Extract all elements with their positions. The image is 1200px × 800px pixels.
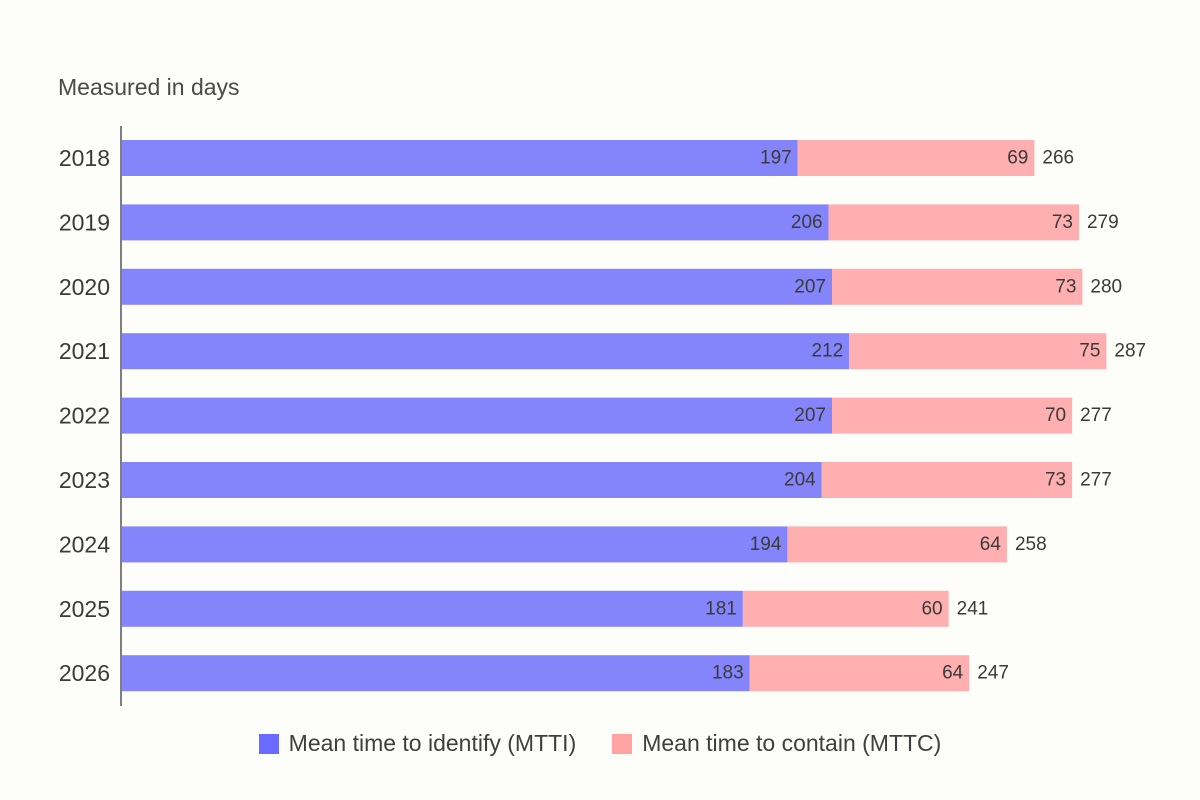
bar-mttc-2026 xyxy=(749,655,970,692)
bar-mtti-2021 xyxy=(122,333,850,370)
label-total-2019: 279 xyxy=(1087,212,1119,233)
label-mtti-2026: 183 xyxy=(712,663,744,684)
legend-item-mtti: Mean time to identify (MTTI) xyxy=(258,730,577,757)
label-total-2024: 258 xyxy=(1015,534,1047,555)
label-mtti-2020: 207 xyxy=(794,276,826,297)
label-mttc-2022: 70 xyxy=(1045,405,1066,426)
label-total-2023: 277 xyxy=(1080,470,1112,491)
bar-mtti-2018 xyxy=(122,140,798,176)
label-mttc-2026: 64 xyxy=(942,663,964,684)
labels-layer: 197 69 266 2018 206 73 279 2019 207 73 280 2020 212 7… xyxy=(59,145,1146,686)
legend: Mean time to identify (MTTI) Mean time t… xyxy=(0,730,1200,757)
bar-mtti-2025 xyxy=(122,590,743,627)
tick-label-2018: 2018 xyxy=(59,145,110,171)
label-total-2022: 277 xyxy=(1080,405,1112,426)
bar-mttc-2025 xyxy=(742,590,949,627)
tick-label-2021: 2021 xyxy=(59,338,110,364)
bar-mttc-2020 xyxy=(832,268,1083,305)
label-mtti-2025: 181 xyxy=(705,598,737,619)
label-mttc-2023: 73 xyxy=(1045,470,1066,491)
bars-layer xyxy=(122,140,1107,692)
label-total-2020: 280 xyxy=(1090,276,1122,297)
label-mtti-2023: 204 xyxy=(784,470,816,491)
legend-label-mttc: Mean time to contain (MTTC) xyxy=(642,730,942,756)
bar-mttc-2018 xyxy=(797,140,1035,176)
label-mtti-2022: 207 xyxy=(794,405,826,426)
label-mttc-2018: 69 xyxy=(1007,148,1028,169)
bar-mtti-2020 xyxy=(122,268,833,305)
label-mtti-2024: 194 xyxy=(750,534,782,555)
chart-subtitle: Measured in days xyxy=(58,74,240,100)
label-mttc-2024: 64 xyxy=(980,534,1002,555)
tick-label-2022: 2022 xyxy=(59,403,110,429)
legend-swatch-mtti xyxy=(258,733,279,754)
bar-mttc-2021 xyxy=(849,333,1107,370)
bar-mttc-2023 xyxy=(821,462,1073,498)
bar-mttc-2024 xyxy=(787,526,1007,563)
label-mttc-2025: 60 xyxy=(921,598,942,619)
tick-label-2023: 2023 xyxy=(59,467,110,493)
tick-label-2020: 2020 xyxy=(59,274,110,300)
tick-label-2026: 2026 xyxy=(59,660,110,686)
label-mtti-2019: 206 xyxy=(791,212,823,233)
bar-mtti-2022 xyxy=(122,397,833,434)
bar-mtti-2019 xyxy=(122,204,829,241)
legend-label-mtti: Mean time to identify (MTTI) xyxy=(288,730,577,756)
label-total-2018: 266 xyxy=(1042,148,1074,169)
tick-label-2024: 2024 xyxy=(59,531,110,557)
label-total-2021: 287 xyxy=(1114,341,1146,362)
bar-mtti-2026 xyxy=(122,655,750,692)
label-mttc-2021: 75 xyxy=(1079,341,1100,362)
bar-mttc-2019 xyxy=(828,204,1079,241)
legend-item-mttc: Mean time to contain (MTTC) xyxy=(612,730,941,757)
bar-mtti-2023 xyxy=(122,462,822,498)
legend-swatch-mttc xyxy=(612,733,633,754)
label-total-2026: 247 xyxy=(977,663,1009,684)
label-mtti-2018: 197 xyxy=(760,148,792,169)
label-mttc-2020: 73 xyxy=(1055,276,1076,297)
label-mtti-2021: 212 xyxy=(811,341,843,362)
bar-mtti-2024 xyxy=(122,526,788,563)
label-total-2025: 241 xyxy=(957,598,989,619)
label-mttc-2019: 73 xyxy=(1052,212,1073,233)
tick-label-2019: 2019 xyxy=(59,209,110,235)
tick-label-2025: 2025 xyxy=(59,596,110,622)
bar-mttc-2022 xyxy=(832,397,1073,434)
